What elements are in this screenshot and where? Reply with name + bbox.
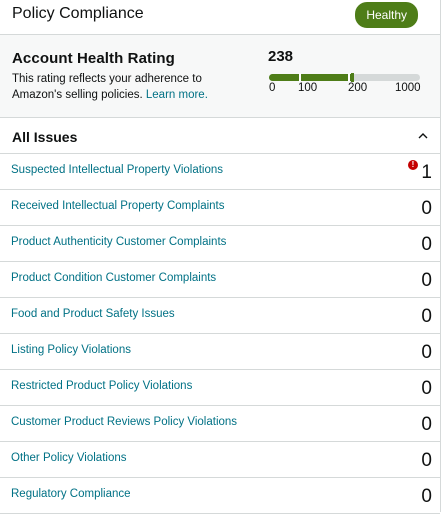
issue-row[interactable]: Food and Product Safety Issues 0 [0,298,440,334]
account-health-description: This rating reflects your adherence to A… [12,72,252,103]
issue-row[interactable]: Suspected Intellectual Property Violatio… [0,154,440,190]
bar-segment-divider [299,73,301,82]
issue-row[interactable]: Product Condition Customer Complaints 0 [0,262,440,298]
issue-row[interactable]: Other Policy Violations 0 [0,442,440,478]
issue-count: 0 [421,378,432,399]
status-badge: Healthy [355,2,418,28]
issue-label[interactable]: Restricted Product Policy Violations [11,380,193,392]
account-health-description-text: This rating reflects your adherence to A… [12,73,202,101]
all-issues-title: All Issues [12,129,78,145]
scale-tick-0: 0 [269,82,276,94]
all-issues-header[interactable]: All Issues [0,118,440,154]
issue-row[interactable]: Customer Product Reviews Policy Violatio… [0,406,440,442]
issue-list: Suspected Intellectual Property Violatio… [0,154,440,514]
issue-count: 0 [421,414,432,435]
scale-tick-200: 200 [348,82,368,94]
issue-row[interactable]: Received Intellectual Property Complaint… [0,190,440,226]
issue-label[interactable]: Suspected Intellectual Property Violatio… [11,164,224,176]
issue-count: 0 [421,450,432,471]
scale-tick-1000: 1000 [395,82,421,94]
issue-label[interactable]: Product Condition Customer Complaints [11,272,217,284]
chevron-up-icon[interactable] [418,131,428,141]
issue-count: 0 [421,198,432,219]
issue-count: 0 [421,342,432,363]
issue-label[interactable]: Product Authenticity Customer Complaints [11,236,227,248]
issue-label[interactable]: Listing Policy Violations [11,344,131,356]
issue-row[interactable]: Product Authenticity Customer Complaints… [0,226,440,262]
learn-more-link[interactable]: Learn more. [145,88,208,101]
issue-label[interactable]: Received Intellectual Property Complaint… [11,200,225,212]
bar-segment-divider [348,73,350,82]
account-health-score: 238 [268,48,294,65]
issue-count: 0 [421,486,432,507]
issue-label[interactable]: Food and Product Safety Issues [11,308,175,320]
account-health-section: Account Health Rating This rating reflec… [0,35,440,118]
issue-label[interactable]: Other Policy Violations [11,452,127,464]
issue-count: 0 [421,306,432,327]
issue-count: 1 [421,162,432,183]
panel-title: Policy Compliance [12,5,144,22]
issue-label[interactable]: Regulatory Compliance [11,488,131,500]
issue-count: 0 [421,234,432,255]
alert-icon: ! [408,160,418,170]
account-health-bar [269,73,420,82]
issue-row[interactable]: Restricted Product Policy Violations 0 [0,370,440,406]
account-health-title: Account Health Rating [12,50,175,67]
account-health-bar-fill [269,74,353,81]
scale-tick-100: 100 [298,82,318,94]
issue-row[interactable]: Listing Policy Violations 0 [0,334,440,370]
account-health-score-marker [351,73,355,82]
issue-row[interactable]: Regulatory Compliance 0 [0,478,440,514]
panel-header: Policy Compliance Healthy [0,0,440,35]
issue-count: 0 [421,270,432,291]
issue-label[interactable]: Customer Product Reviews Policy Violatio… [11,416,238,428]
